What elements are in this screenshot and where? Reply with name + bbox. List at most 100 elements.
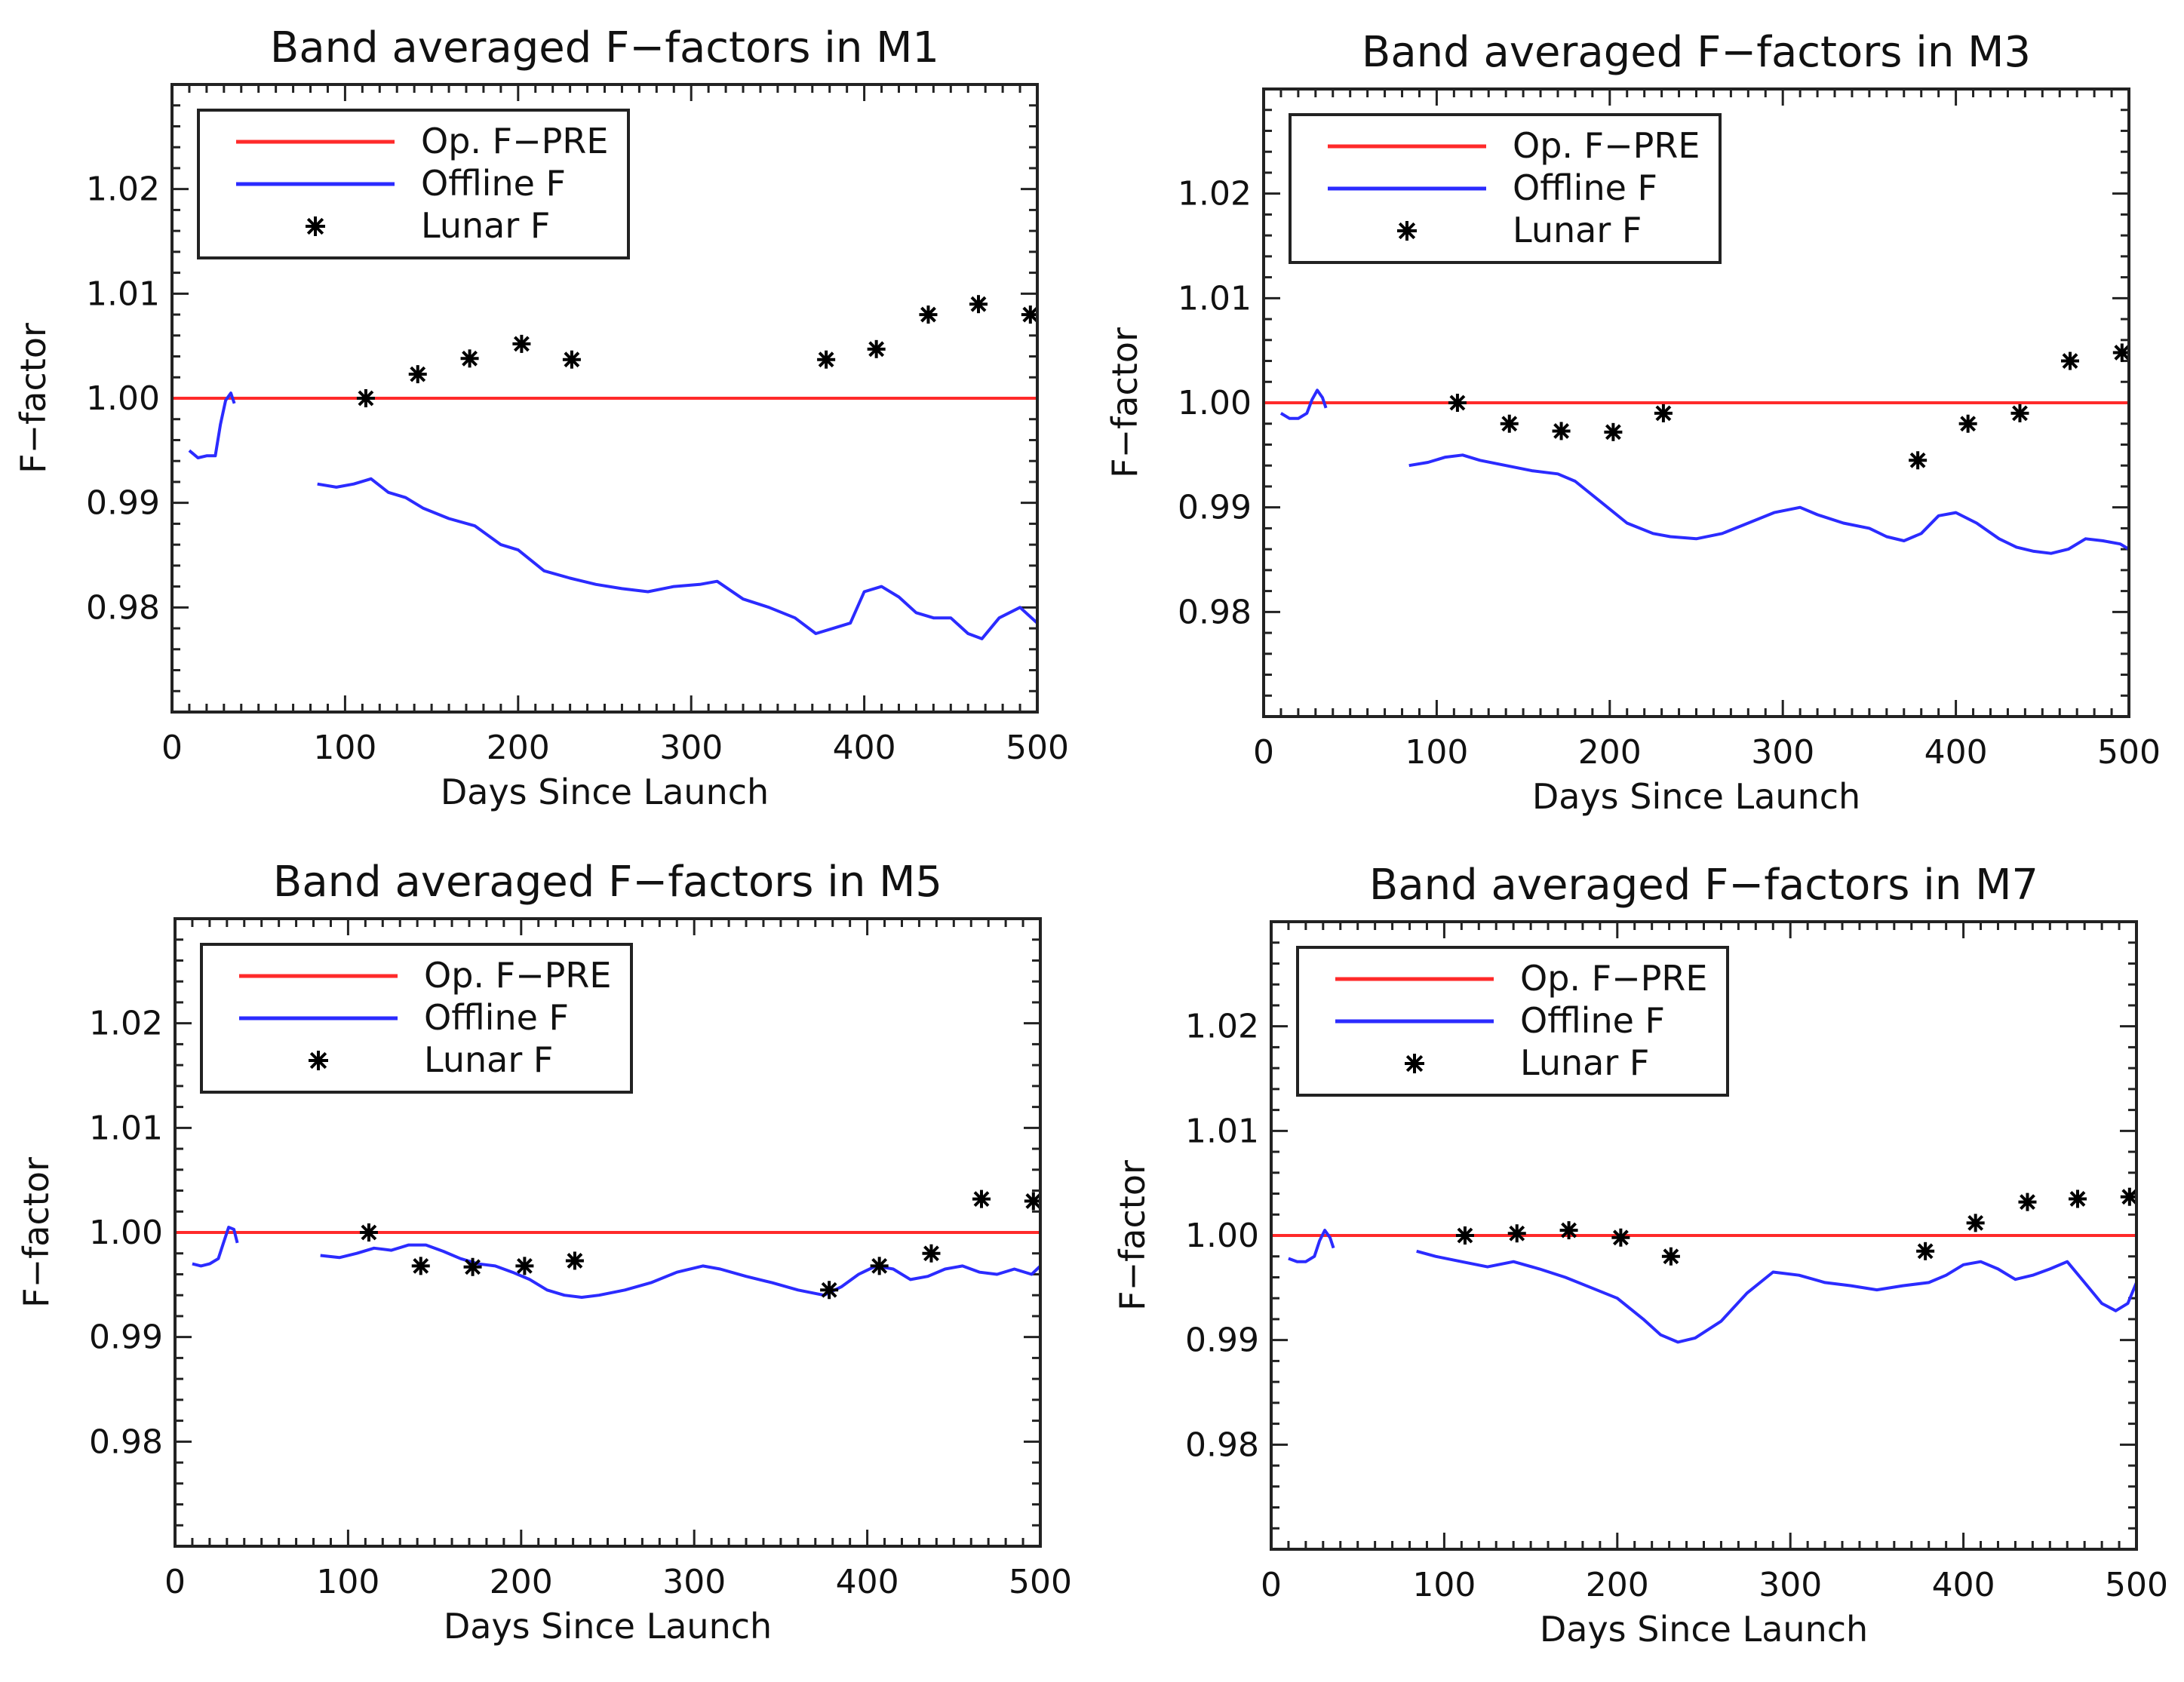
lunar-f-marker xyxy=(919,305,938,324)
chart-title: Band averaged F−factors in M7 xyxy=(1369,861,2038,910)
legend-label: Op. F−PRE xyxy=(1520,958,1707,999)
x-tick-label: 300 xyxy=(662,1563,726,1601)
lunar-f-marker xyxy=(356,389,375,407)
legend-swatch-lunar xyxy=(306,216,325,236)
y-axis-label: F−factor xyxy=(16,1157,57,1308)
lunar-f-marker xyxy=(1966,1214,1985,1232)
x-tick-label: 400 xyxy=(1924,733,1988,772)
x-tick-label: 400 xyxy=(836,1563,899,1601)
x-tick-label: 0 xyxy=(1261,1566,1282,1604)
plot-area xyxy=(1264,343,2129,555)
offline-f-line xyxy=(320,1243,1040,1299)
legend-label: Lunar F xyxy=(421,205,550,246)
lunar-f-marker xyxy=(2069,1189,2087,1208)
plot-frame xyxy=(1262,87,2130,718)
chart-panel-4: Band averaged F−factors in M7 0 100 200 300 4… xyxy=(1112,861,2168,1650)
lunar-f-marker xyxy=(1500,414,1519,433)
lunar-f-marker xyxy=(463,1257,482,1276)
lunar-f-marker xyxy=(1455,1226,1474,1245)
lunar-f-marker xyxy=(2120,1187,2136,1206)
x-tick-label: 300 xyxy=(659,729,723,767)
x-tick-label: 400 xyxy=(1932,1566,1995,1604)
legend-label: Lunar F xyxy=(424,1039,553,1080)
legend-swatch-lunar xyxy=(309,1051,328,1070)
chart-panel-2: Band averaged F−factors in M3 0 100 200 300 4… xyxy=(1104,28,2161,817)
y-tick-label: 0.98 xyxy=(1178,593,1252,631)
x-axis-label: Days Since Launch xyxy=(1540,1609,1868,1650)
lunar-f-marker xyxy=(1661,1247,1680,1266)
x-tick-label: 100 xyxy=(1405,733,1468,772)
lunar-f-marker xyxy=(1909,451,1928,470)
legend-label: Offline F xyxy=(1513,167,1657,208)
legend-label: Lunar F xyxy=(1513,210,1642,250)
offline-f-line xyxy=(1408,453,2129,555)
y-tick-label: 1.01 xyxy=(86,275,160,313)
y-tick-label: 0.99 xyxy=(1178,489,1252,527)
offline-f-line xyxy=(1288,1229,1335,1263)
lunar-f-marker xyxy=(1507,1224,1526,1243)
x-tick-label: 200 xyxy=(490,1563,553,1601)
y-axis-label: F−factor xyxy=(13,323,54,474)
lunar-f-marker xyxy=(2010,404,2029,422)
lunar-f-marker xyxy=(820,1281,839,1300)
x-tick-label: 300 xyxy=(1751,733,1814,772)
y-tick-label: 0.98 xyxy=(1185,1426,1259,1464)
x-tick-label: 0 xyxy=(161,729,183,767)
y-tick-label: 1.02 xyxy=(89,1005,163,1043)
x-tick-label: 500 xyxy=(2105,1566,2168,1604)
y-tick-label: 1.00 xyxy=(89,1214,163,1252)
lunar-f-marker xyxy=(565,1251,584,1270)
lunar-f-marker xyxy=(1448,394,1467,412)
chart-title: Band averaged F−factors in M3 xyxy=(1362,28,2031,77)
legend-label: Offline F xyxy=(421,163,566,204)
y-tick-label: 0.99 xyxy=(89,1318,163,1357)
plot-area xyxy=(172,295,1037,640)
legend-label: Lunar F xyxy=(1520,1042,1649,1083)
offline-f-line xyxy=(188,391,236,459)
offline-f-line xyxy=(192,1226,239,1268)
plot-frame xyxy=(174,917,1042,1548)
y-tick-label: 1.01 xyxy=(1185,1112,1259,1150)
x-tick-label: 0 xyxy=(1253,733,1274,772)
plot-area xyxy=(175,1189,1040,1300)
x-tick-label: 500 xyxy=(2097,733,2161,772)
lunar-f-marker xyxy=(1024,1192,1040,1211)
lunar-f-marker xyxy=(1559,1221,1578,1240)
y-tick-label: 1.02 xyxy=(1178,175,1252,213)
x-tick-label: 500 xyxy=(1009,1563,1072,1601)
legend-swatch-lunar xyxy=(1405,1054,1424,1073)
lunar-f-marker xyxy=(562,350,581,369)
lunar-f-marker xyxy=(512,334,531,353)
x-tick-label: 100 xyxy=(1412,1566,1476,1604)
x-tick-label: 200 xyxy=(1586,1566,1649,1604)
chart-panel-1: Band averaged F−factors in M1 0 100 200 300 4… xyxy=(13,23,1069,812)
y-tick-label: 1.02 xyxy=(1185,1008,1259,1046)
x-axis-label: Days Since Launch xyxy=(441,772,769,812)
lunar-f-marker xyxy=(411,1257,430,1275)
y-tick-label: 1.01 xyxy=(89,1109,163,1147)
x-axis-label: Days Since Launch xyxy=(1532,776,1860,817)
legend-label: Offline F xyxy=(1520,1000,1665,1041)
lunar-f-marker xyxy=(1604,422,1623,441)
plot-area xyxy=(1271,1187,2136,1344)
x-axis-label: Days Since Launch xyxy=(444,1606,772,1647)
legend-swatch-lunar xyxy=(1397,221,1417,241)
x-tick-label: 300 xyxy=(1759,1566,1822,1604)
x-tick-label: 200 xyxy=(1578,733,1642,772)
chart-title: Band averaged F−factors in M1 xyxy=(270,23,939,72)
y-tick-label: 0.99 xyxy=(1185,1321,1259,1360)
y-axis-label: F−factor xyxy=(1104,327,1145,478)
x-tick-label: 100 xyxy=(313,729,376,767)
y-tick-label: 1.00 xyxy=(86,379,160,418)
lunar-f-marker xyxy=(1654,404,1673,422)
lunar-f-marker xyxy=(515,1257,534,1275)
y-tick-label: 1.00 xyxy=(1185,1217,1259,1255)
y-tick-label: 1.02 xyxy=(86,170,160,209)
lunar-f-marker xyxy=(870,1257,889,1275)
offline-f-line xyxy=(317,477,1037,640)
legend-label: Op. F−PRE xyxy=(421,121,608,161)
